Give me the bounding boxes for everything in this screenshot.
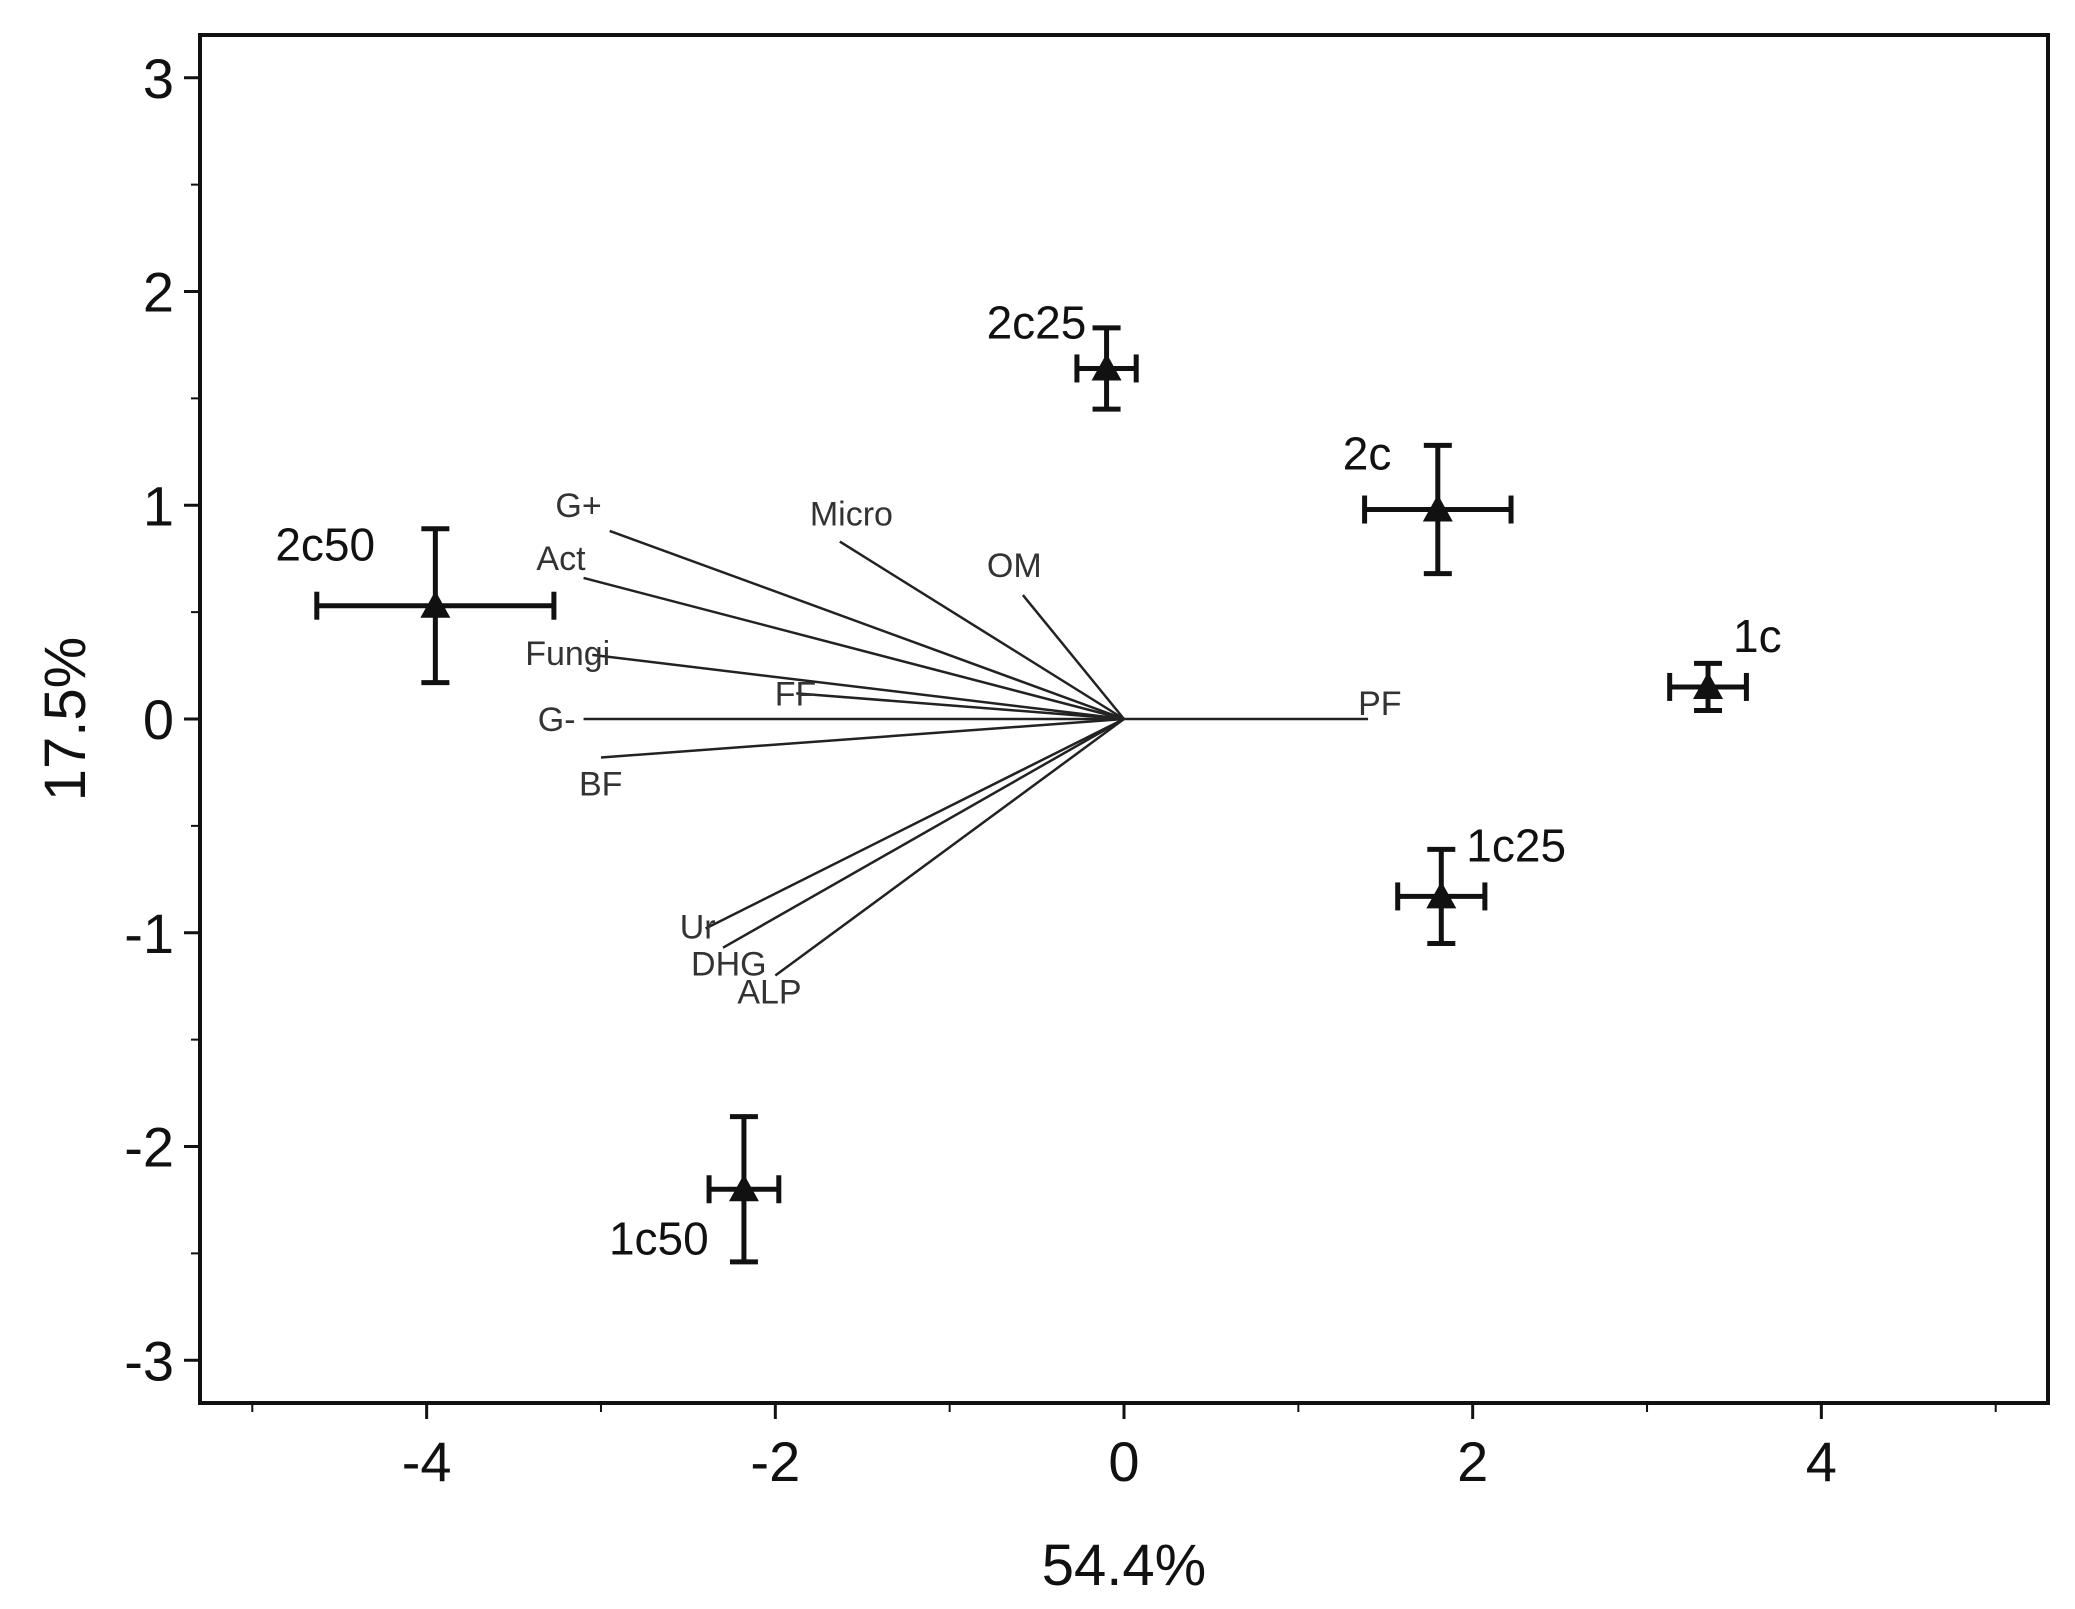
axis-ticks: -4 -2 0 2 4 -3 -2 -1 0 1 2 3 bbox=[124, 47, 1997, 1493]
y-tick-label: 2 bbox=[143, 261, 174, 324]
vector-line bbox=[592, 653, 1125, 721]
x-tick-label: 2 bbox=[1457, 1430, 1488, 1493]
sample-label: 1c25 bbox=[1466, 819, 1566, 871]
sample-label: 1c50 bbox=[609, 1212, 709, 1264]
y-tick-label: -1 bbox=[124, 902, 174, 965]
vector-label: ALP bbox=[737, 974, 801, 1012]
y-tick-label: 3 bbox=[143, 47, 174, 110]
y-axis-title: 17.5% bbox=[33, 637, 98, 801]
sample-marker bbox=[1422, 494, 1453, 522]
sample-marker bbox=[1693, 671, 1724, 699]
sample-marker bbox=[728, 1174, 759, 1202]
vector-label: OM bbox=[987, 547, 1042, 585]
vector-line bbox=[722, 717, 1125, 949]
vector-label: Fungi bbox=[525, 635, 610, 673]
vector-line bbox=[600, 717, 1125, 759]
vector-line bbox=[609, 529, 1125, 721]
vector-line bbox=[796, 692, 1125, 721]
x-tick-label: 0 bbox=[1108, 1430, 1139, 1493]
sample-label: 1c bbox=[1733, 610, 1782, 662]
vector-line bbox=[839, 540, 1125, 721]
sample-label: 2c bbox=[1343, 428, 1392, 480]
vector-label: Act bbox=[536, 540, 586, 578]
vector-label: G- bbox=[538, 701, 576, 739]
vector-line bbox=[583, 576, 1125, 721]
vector-line bbox=[705, 717, 1125, 930]
sample-label: 2c25 bbox=[987, 296, 1087, 348]
x-tick-label: -4 bbox=[402, 1430, 452, 1493]
sample-marker bbox=[1091, 353, 1122, 381]
y-tick-label: 0 bbox=[143, 688, 174, 751]
sample-label: 2c50 bbox=[275, 519, 375, 571]
y-tick-label: -3 bbox=[124, 1329, 174, 1392]
vector-label: Micro bbox=[810, 496, 893, 534]
vector-line bbox=[1021, 594, 1125, 720]
vector-label: PF bbox=[1358, 685, 1401, 723]
sample-marker bbox=[1426, 881, 1457, 909]
vector-label: BF bbox=[579, 765, 622, 803]
x-tick-label: 4 bbox=[1806, 1430, 1837, 1493]
y-tick-label: 1 bbox=[143, 474, 174, 537]
y-tick-label: -2 bbox=[124, 1116, 174, 1179]
x-axis-title: 54.4% bbox=[1042, 1533, 1206, 1598]
sample-points: 2c25 2c 2c50 1c 1c25 1c50 bbox=[275, 296, 1782, 1265]
vector-line bbox=[774, 717, 1125, 977]
sample-marker bbox=[420, 590, 451, 618]
vector-label: FF bbox=[775, 675, 817, 713]
vector-label: DHG bbox=[691, 946, 767, 984]
vector-label: Ur bbox=[680, 908, 716, 946]
x-tick-label: -2 bbox=[750, 1430, 800, 1493]
vector-label: G+ bbox=[555, 487, 601, 525]
